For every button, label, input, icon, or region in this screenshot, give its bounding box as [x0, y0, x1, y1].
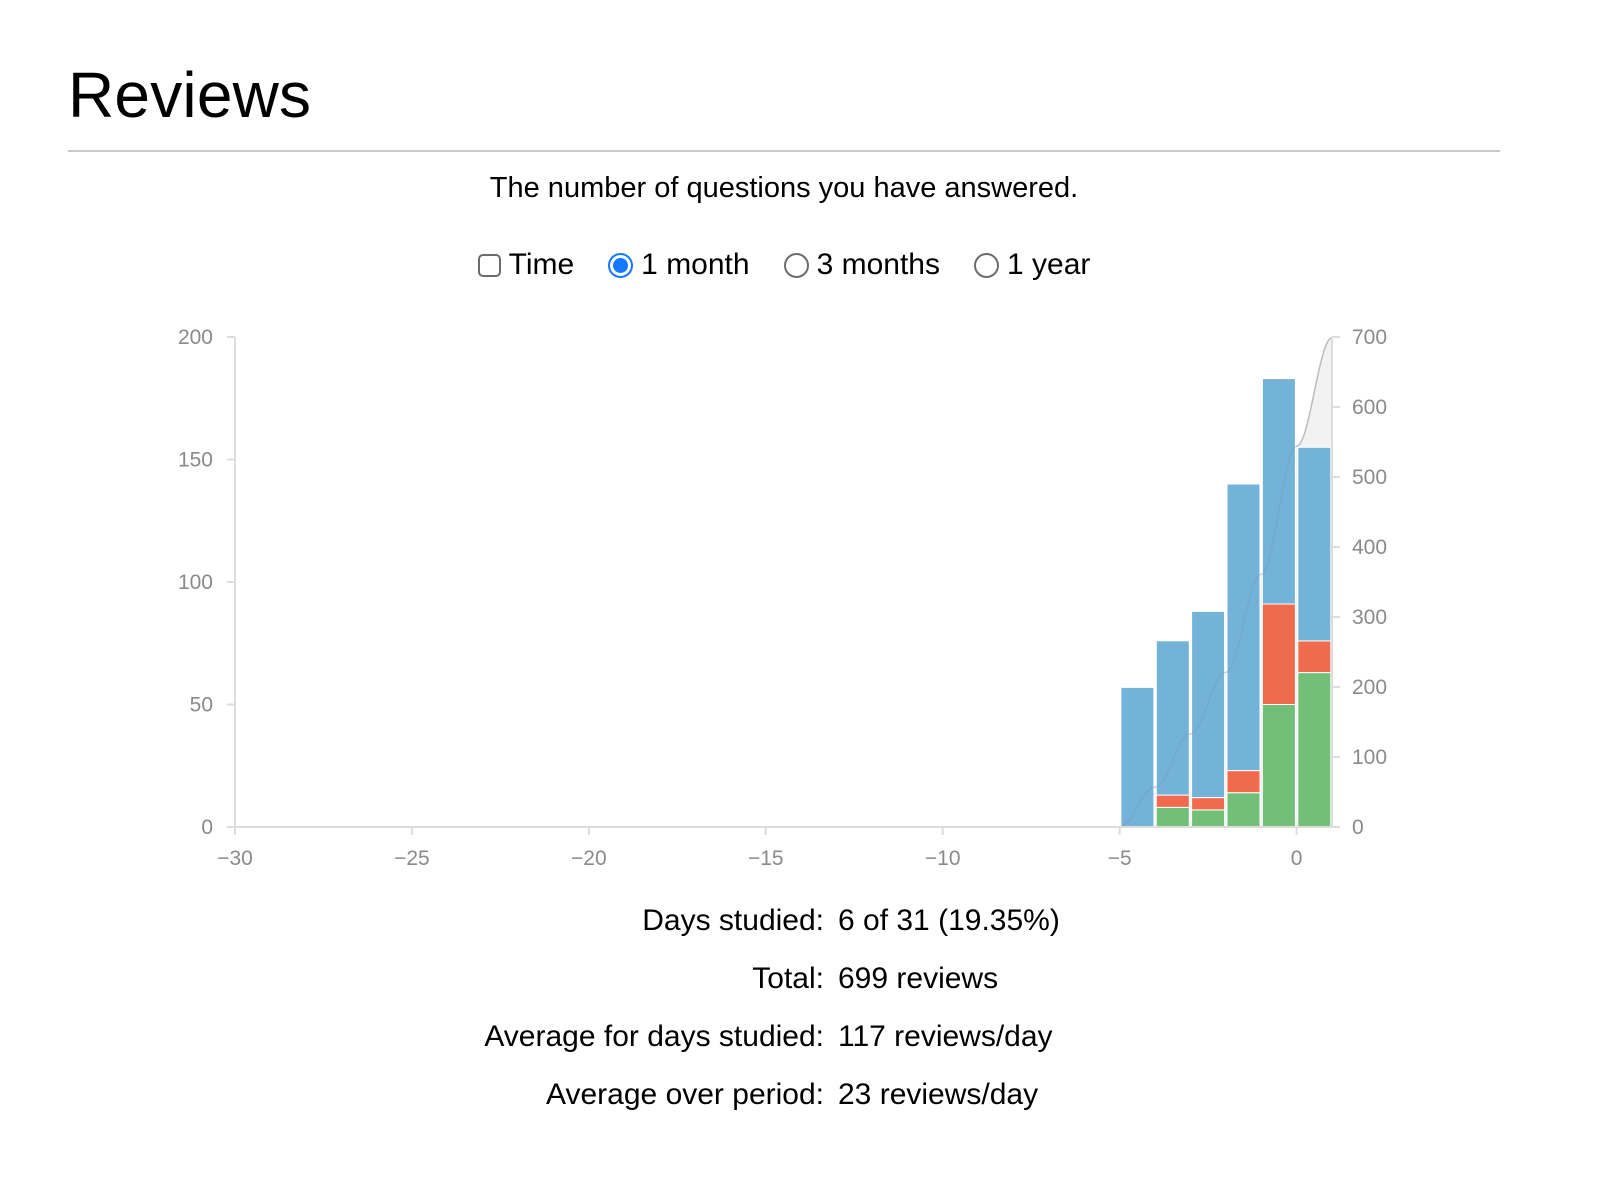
- bar-segment-red: [1261, 603, 1296, 705]
- bar-segment-red: [1191, 797, 1226, 811]
- y-tick-label-right: 100: [1352, 746, 1387, 769]
- cumulative-line-overlay: [235, 336, 1333, 828]
- bar-segment-red: [1226, 770, 1261, 794]
- bar-segment-green: [1261, 704, 1296, 828]
- radio-3-months[interactable]: [783, 252, 809, 278]
- bar-segment-red: [1155, 794, 1190, 808]
- y-tick-label-right: 0: [1352, 816, 1364, 839]
- range-3-months-label: 3 months: [816, 248, 940, 281]
- stat-row-days-studied: Days studied: 6 of 31 (19.35%): [0, 892, 1600, 950]
- bar-segment-green: [1297, 672, 1332, 828]
- range-1-month[interactable]: 1 month: [608, 248, 750, 282]
- bar-segment-red: [1297, 640, 1332, 674]
- time-toggle[interactable]: Time: [477, 248, 575, 282]
- stat-row-average-period: Average over period: 23 reviews/day: [0, 1066, 1600, 1124]
- x-tick-label: −25: [394, 847, 430, 870]
- y-tick-label-right: 400: [1352, 536, 1387, 559]
- y-tick-label-left: 0: [201, 816, 213, 839]
- range-controls: Time 1 month 3 months 1 year: [0, 248, 1568, 282]
- stat-row-average-studied: Average for days studied: 117 reviews/da…: [0, 1008, 1600, 1066]
- stat-value: 23 reviews/day: [838, 1078, 1039, 1111]
- time-checkbox[interactable]: [477, 253, 501, 277]
- stat-label: Days studied:: [642, 904, 824, 937]
- y-tick-label-left: 100: [178, 571, 213, 594]
- page-title: Reviews: [68, 59, 312, 131]
- y-tick-label-right: 200: [1352, 676, 1387, 699]
- stat-value: 699 reviews: [838, 962, 999, 995]
- x-tick-label: −30: [217, 847, 253, 870]
- stats-table: Days studied: 6 of 31 (19.35%) Total: 69…: [0, 892, 1600, 1124]
- y-tick-label-left: 150: [178, 449, 213, 472]
- y-tick-label-right: 600: [1352, 396, 1387, 419]
- bar-segment-blue: [1261, 378, 1296, 605]
- x-tick-label: 0: [1291, 847, 1303, 870]
- bar-segment-blue: [1226, 483, 1261, 772]
- bar-segment-blue: [1155, 640, 1190, 796]
- bar-segment-blue: [1191, 610, 1226, 799]
- y-tick-label-right: 500: [1352, 466, 1387, 489]
- radio-1-month[interactable]: [608, 252, 634, 278]
- stat-label: Average for days studied:: [484, 1020, 824, 1053]
- y-tick-label-right: 700: [1352, 326, 1387, 349]
- chart-description: The number of questions you have answere…: [489, 172, 1079, 204]
- y-tick-label-left: 200: [178, 326, 213, 349]
- range-1-year-label: 1 year: [1006, 248, 1091, 281]
- stat-label: Average over period:: [546, 1078, 824, 1111]
- x-tick-label: −5: [1108, 847, 1132, 870]
- time-label: Time: [508, 248, 575, 281]
- stat-label: Total:: [752, 962, 824, 995]
- range-1-month-label: 1 month: [641, 248, 750, 281]
- stat-row-total: Total: 699 reviews: [0, 950, 1600, 1008]
- reviews-chart: 0 50 100 150 200 0 100 200 300 400 500 600 700 −30 −25…: [178, 326, 1387, 870]
- title-divider: [68, 150, 1500, 152]
- range-1-year[interactable]: 1 year: [973, 248, 1091, 282]
- x-tick-label: −15: [748, 847, 784, 870]
- bar-segment-green: [1226, 792, 1261, 828]
- stat-value: 6 of 31 (19.35%): [838, 904, 1060, 937]
- bar-segment-green: [1191, 809, 1226, 828]
- range-3-months[interactable]: 3 months: [783, 248, 940, 282]
- radio-1-year[interactable]: [973, 252, 999, 278]
- x-tick-label: −20: [571, 847, 607, 870]
- x-tick-label: −10: [925, 847, 961, 870]
- bar-segment-blue: [1297, 446, 1332, 642]
- y-tick-label-left: 50: [190, 694, 213, 717]
- y-tick-label-right: 300: [1352, 606, 1387, 629]
- stat-value: 117 reviews/day: [838, 1020, 1053, 1053]
- bar-segment-green: [1155, 806, 1190, 828]
